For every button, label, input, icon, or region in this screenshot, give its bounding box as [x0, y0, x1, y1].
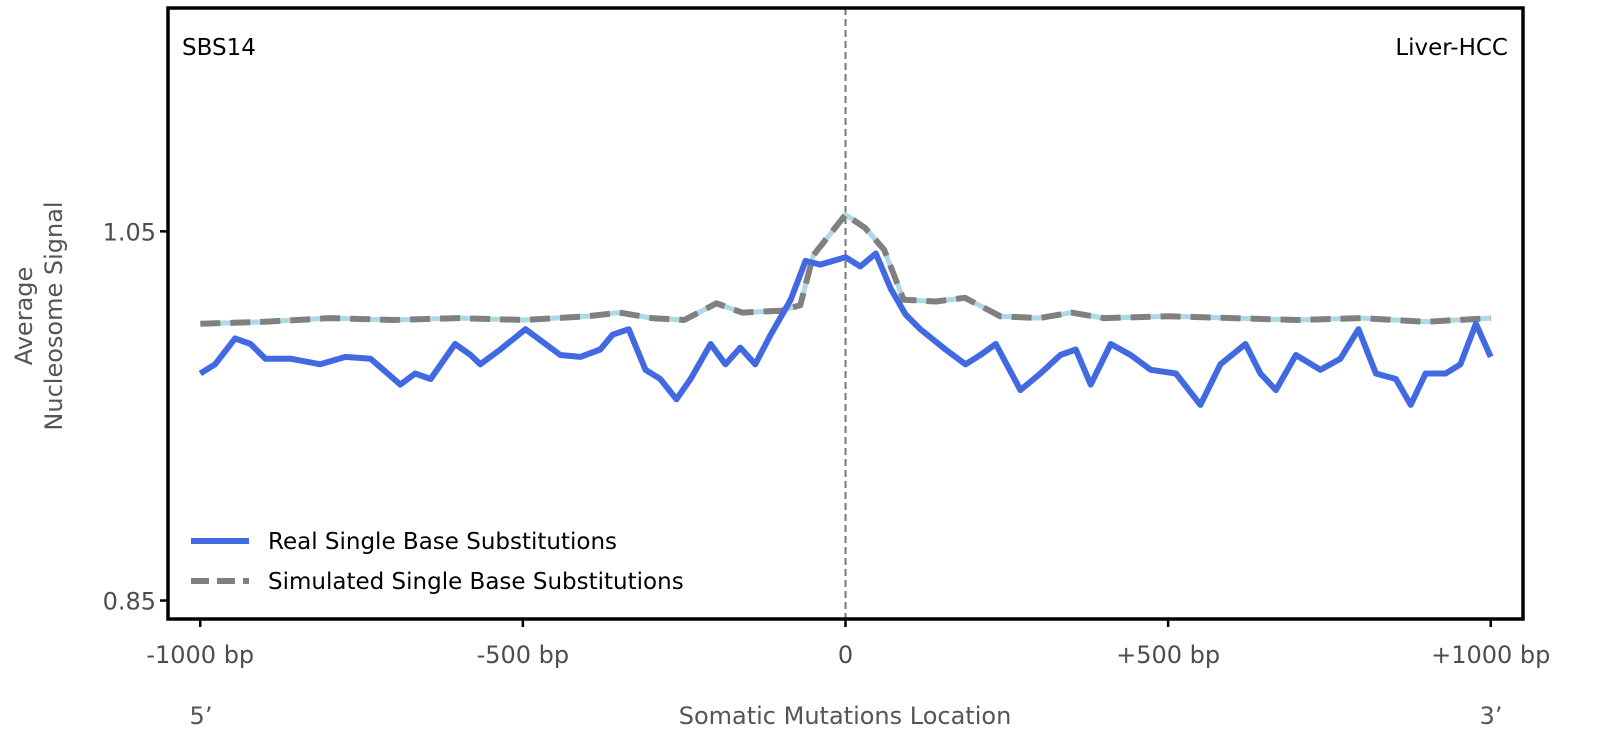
x-tick-label: 0 [838, 641, 853, 669]
x-tick-label: -1000 bp [146, 641, 254, 669]
plot-frame [166, 6, 1525, 621]
real-series-line [198, 250, 1494, 408]
three-prime-label: 3’ [1480, 702, 1503, 730]
legend-label-real: Real Single Base Substitutions [268, 529, 617, 555]
y-tick-label: 1.05 [103, 218, 156, 246]
y-axis-label-line1: Average [10, 267, 38, 366]
x-axis-label: Somatic Mutations Location [679, 702, 1012, 730]
y-axis-label-line2: Nucleosome Signal [40, 201, 68, 430]
cancer-type-label: Liver-HCC [1395, 35, 1508, 61]
five-prime-label: 5’ [190, 702, 213, 730]
x-tick-label: -500 bp [477, 641, 570, 669]
x-tick-label: +500 bp [1116, 641, 1220, 669]
x-tick-label: +1000 bp [1431, 641, 1550, 669]
legend-label-simulated: Simulated Single Base Substitutions [268, 569, 684, 595]
signature-label: SBS14 [182, 35, 256, 61]
y-tick-label: 0.85 [103, 588, 156, 616]
simulated-series-line [200, 211, 1491, 327]
legend: Real Single Base Substitutions Simulated… [191, 529, 684, 595]
